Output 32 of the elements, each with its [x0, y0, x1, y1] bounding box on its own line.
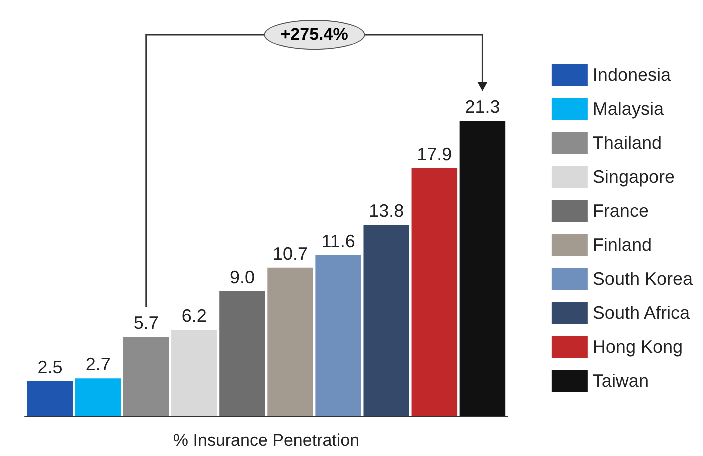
bar: [412, 168, 458, 416]
data-label: 9.0: [230, 267, 255, 288]
data-label: 5.7: [134, 313, 159, 334]
data-label: 10.7: [273, 244, 308, 264]
legend-label: Finland: [592, 235, 652, 255]
bar: [27, 381, 74, 416]
data-label: 11.6: [322, 231, 356, 252]
legend-label: Indonesia: [592, 65, 672, 85]
legend-label: France: [592, 201, 649, 221]
bar: [75, 378, 122, 416]
bar: [460, 121, 506, 416]
bar: [364, 225, 410, 416]
legend-label: Singapore: [592, 167, 676, 187]
legend-label: Malaysia: [592, 99, 665, 119]
legend-label: South Korea: [592, 269, 694, 289]
legend-label: South Africa: [592, 303, 691, 323]
legend-label: Thailand: [592, 133, 662, 153]
data-label: 6.2: [182, 306, 207, 326]
text: +275.4%: [264, 20, 366, 50]
bar: [268, 268, 314, 416]
data-label: 2.7: [86, 354, 111, 375]
legend-label: Hong Kong: [592, 337, 684, 357]
data-label: 2.5: [38, 357, 63, 378]
data-label: 21.3: [465, 97, 500, 118]
bar: [124, 337, 170, 416]
data-label: 13.8: [369, 201, 404, 222]
bar: [172, 330, 218, 416]
bar: [316, 255, 362, 416]
bar: [220, 291, 266, 416]
legend-label: Taiwan: [592, 371, 649, 391]
x-axis-title: % Insurance Penetration: [173, 431, 360, 450]
data-label: 17.9: [417, 144, 452, 164]
